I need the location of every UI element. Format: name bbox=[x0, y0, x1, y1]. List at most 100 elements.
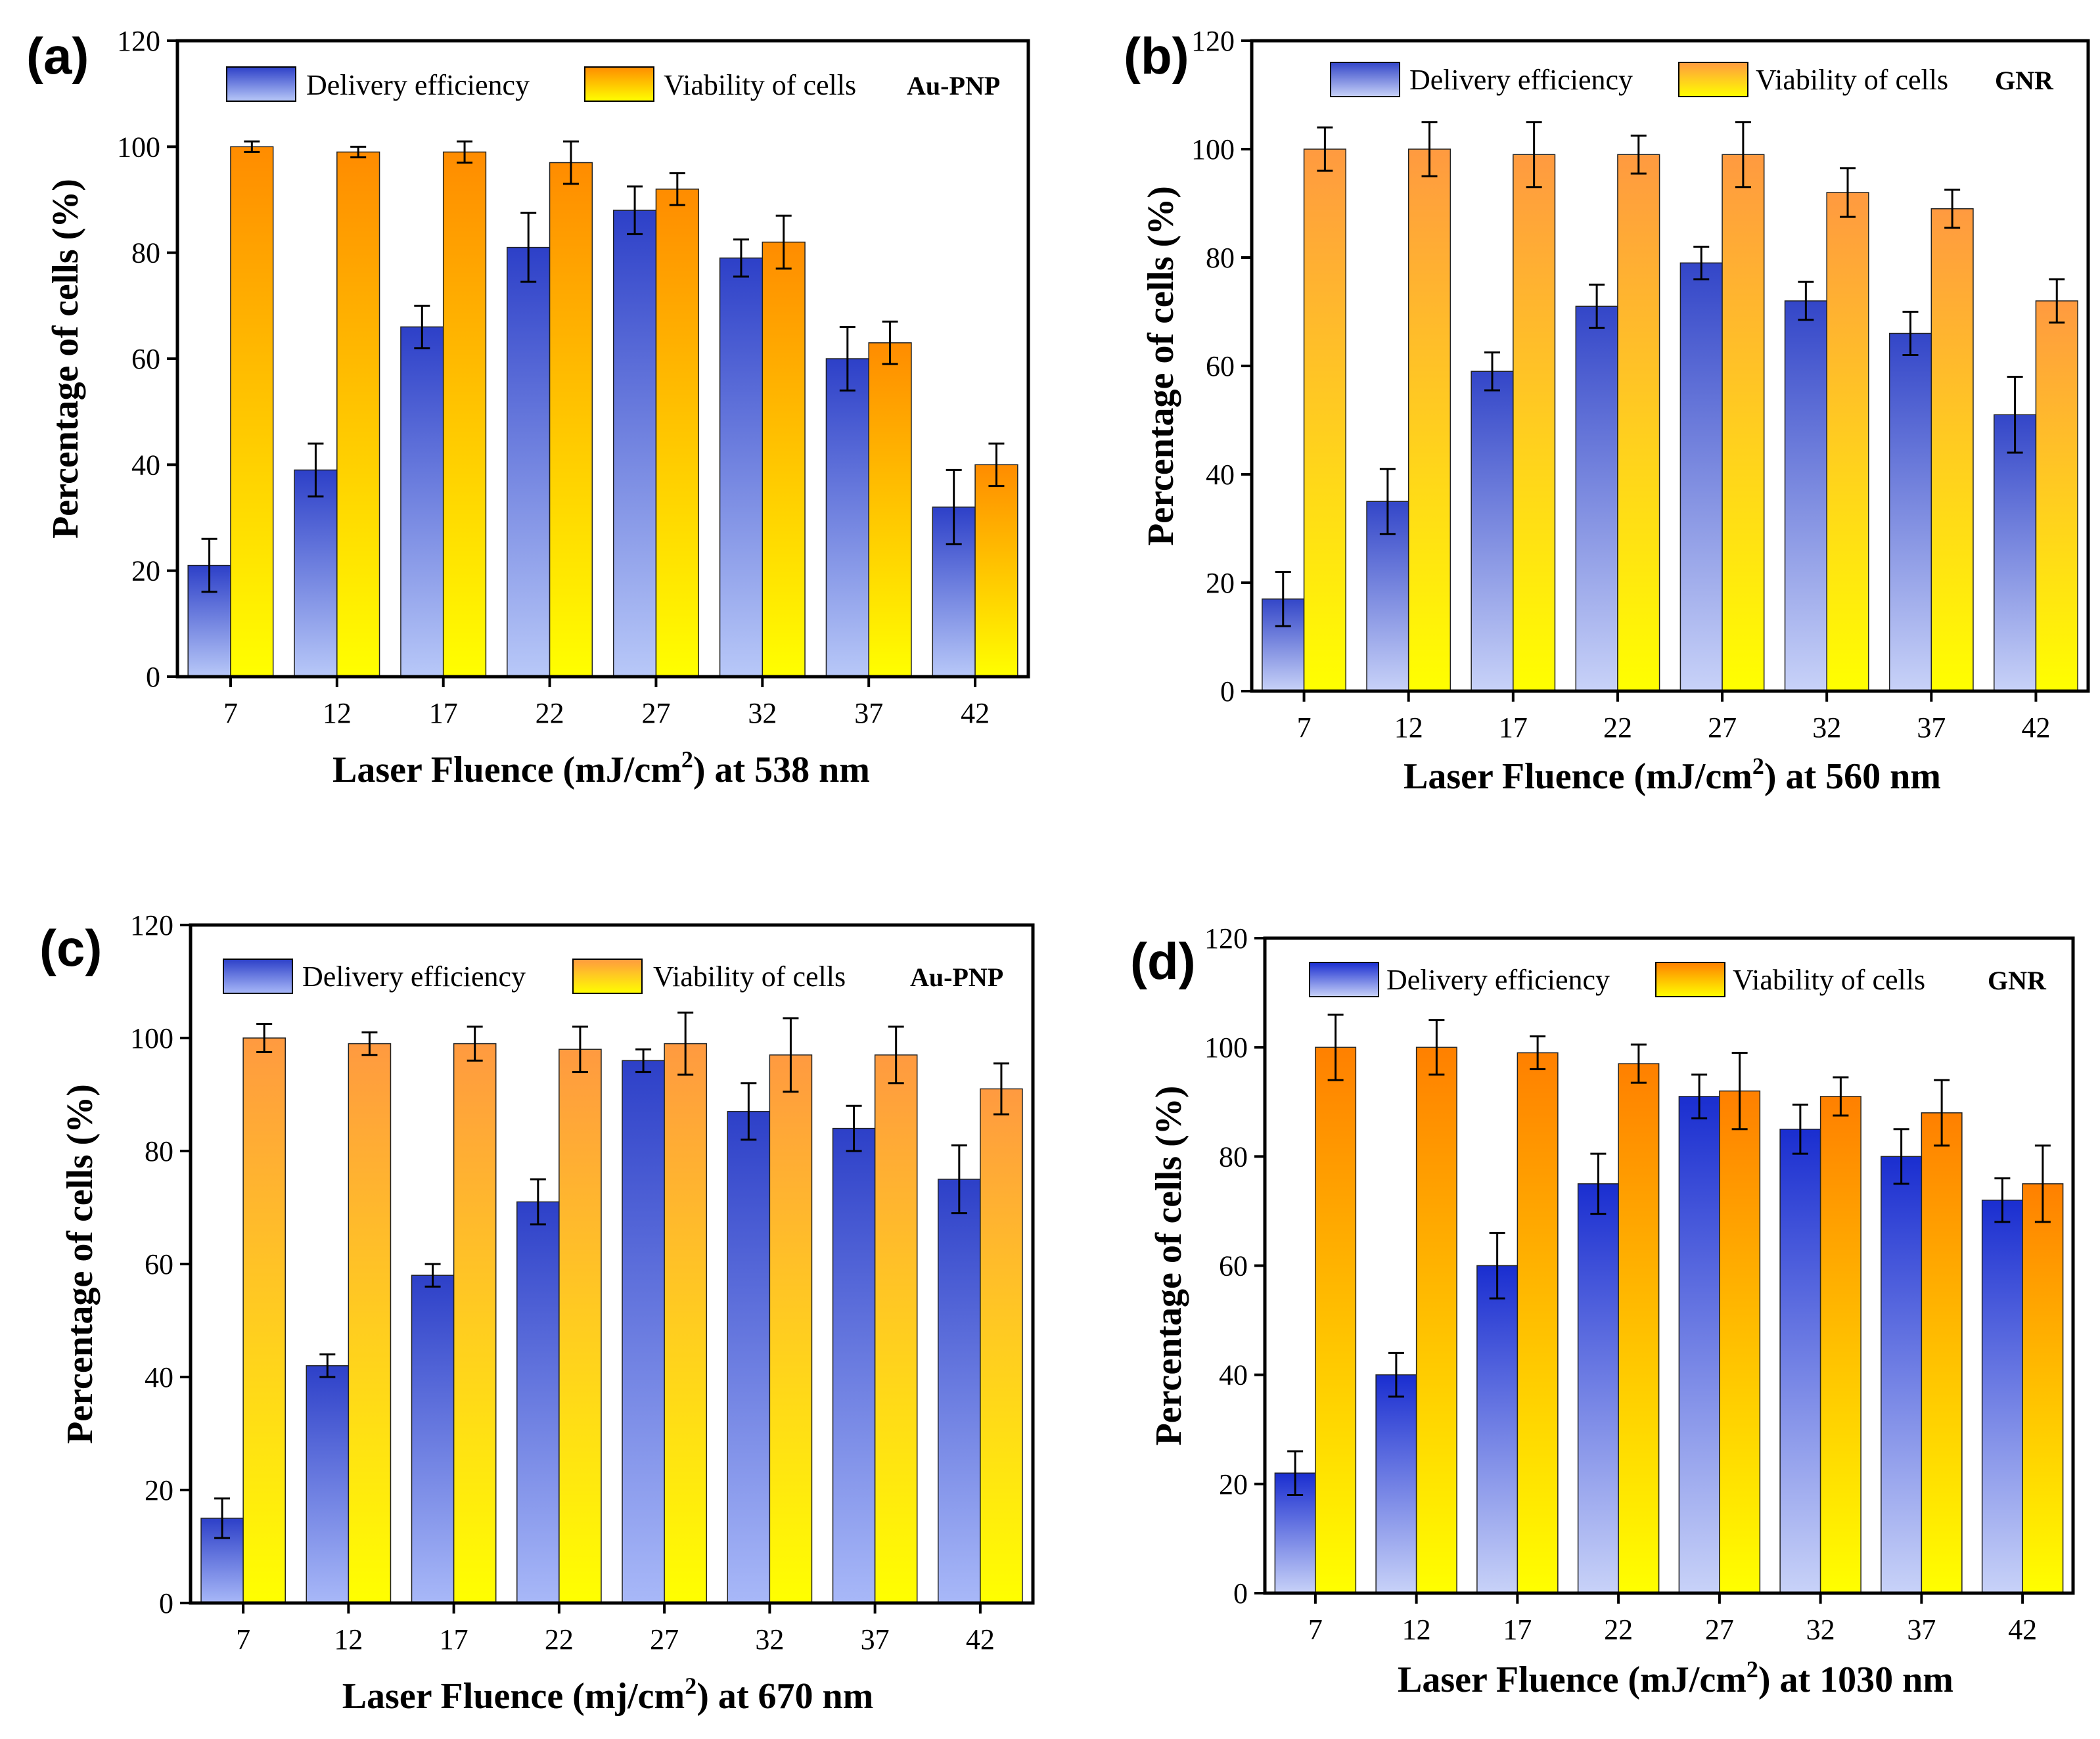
plot-frame-overlay bbox=[1263, 936, 2075, 1595]
panel-a-x-title-main: Laser Fluence (mJ/cm bbox=[332, 750, 681, 790]
bar-delivery bbox=[1981, 1200, 2023, 1594]
bar-viability bbox=[769, 1054, 813, 1604]
bar-viability bbox=[1921, 1112, 1963, 1594]
x-tick-label: 42 bbox=[961, 697, 990, 729]
bar-viability bbox=[559, 1049, 602, 1604]
x-tick-label: 12 bbox=[334, 1623, 363, 1656]
x-tick-label: 17 bbox=[429, 697, 458, 729]
panel-c-x-title-tail: ) at 670 nm bbox=[696, 1676, 873, 1717]
panel-a-legend: Delivery efficiency Viability of cells A… bbox=[226, 66, 1000, 102]
bar-viability bbox=[664, 1043, 707, 1604]
plot-frame-overlay bbox=[1250, 39, 2090, 693]
bar-viability bbox=[549, 162, 593, 677]
bar-viability bbox=[874, 1054, 918, 1604]
y-tick-label: 60 bbox=[1219, 1250, 1248, 1282]
x-tick-label: 7 bbox=[236, 1623, 250, 1656]
bar-viability bbox=[1303, 148, 1346, 692]
y-tick-label: 100 bbox=[1204, 1031, 1248, 1064]
x-tick-label: 32 bbox=[755, 1623, 784, 1656]
panel-b-x-axis-title: Laser Fluence (mJ/cm2) at 560 nm bbox=[1404, 753, 1941, 797]
bar-delivery bbox=[1476, 1265, 1518, 1594]
bar-delivery bbox=[507, 246, 551, 677]
bar-viability bbox=[242, 1037, 286, 1604]
bar-delivery bbox=[938, 1179, 981, 1604]
x-tick-label: 27 bbox=[1708, 711, 1737, 744]
panel-a-tag: Au-PNP bbox=[907, 71, 1000, 101]
bar-viability bbox=[868, 342, 912, 677]
legend-swatch-viability bbox=[1678, 62, 1748, 97]
bar-viability bbox=[1719, 1090, 1761, 1594]
legend-label-viability: Viability of cells bbox=[653, 960, 846, 993]
legend-swatch-delivery bbox=[1309, 962, 1379, 997]
panel-d-x-title-tail: ) at 1030 nm bbox=[1758, 1660, 1953, 1700]
bar-delivery bbox=[1994, 414, 2037, 692]
panel-b-x-title-main: Laser Fluence (mJ/cm bbox=[1404, 756, 1752, 797]
legend-label-delivery: Delivery efficiency bbox=[306, 69, 530, 101]
bar-viability bbox=[1930, 208, 1974, 692]
x-tick-label: 12 bbox=[1394, 711, 1423, 744]
x-tick-label: 17 bbox=[1503, 1614, 1532, 1646]
y-tick-label: 60 bbox=[131, 343, 160, 375]
x-tick-label: 17 bbox=[440, 1623, 468, 1656]
x-tick-label: 7 bbox=[1308, 1614, 1323, 1646]
y-axis-title: Percentage of cells (%) bbox=[1141, 186, 1181, 546]
bar-viability bbox=[980, 1088, 1023, 1604]
legend-swatch-viability bbox=[572, 959, 643, 994]
bar-delivery bbox=[294, 469, 338, 677]
x-tick-label: 42 bbox=[966, 1623, 995, 1656]
plot-frame-overlay bbox=[189, 923, 1035, 1605]
legend-label-viability: Viability of cells bbox=[664, 69, 856, 101]
x-tick-label: 22 bbox=[545, 1623, 574, 1656]
panel-a: (a) Delivery efficiency Viability of cel… bbox=[26, 25, 1030, 790]
y-tick-label: 40 bbox=[1219, 1359, 1248, 1391]
bar-viability bbox=[1407, 148, 1451, 692]
panel-d-tag: GNR bbox=[1988, 966, 2047, 995]
panel-d: (d) Delivery efficiency Viability of cel… bbox=[1130, 922, 2075, 1700]
x-tick-label: 17 bbox=[1499, 711, 1528, 744]
x-tick-label: 12 bbox=[323, 697, 352, 729]
bar-delivery bbox=[400, 326, 444, 677]
x-tick-label: 42 bbox=[2008, 1614, 2037, 1646]
y-tick-label: 0 bbox=[1233, 1577, 1248, 1610]
legend-label-viability: Viability of cells bbox=[1756, 64, 1948, 96]
x-tick-label: 32 bbox=[748, 697, 777, 729]
panel-a-x-axis-title: Laser Fluence (mJ/cm2) at 538 nm bbox=[332, 746, 870, 790]
x-tick-label: 7 bbox=[223, 697, 238, 729]
bar-viability bbox=[230, 146, 274, 677]
x-tick-label: 27 bbox=[650, 1623, 679, 1656]
panel-c-tag: Au-PNP bbox=[910, 962, 1003, 992]
panel-b: (b) Delivery efficiency Viability of cel… bbox=[1124, 25, 2090, 797]
bar-delivery bbox=[516, 1201, 560, 1604]
bar-delivery bbox=[1678, 1096, 1720, 1594]
bar-viability bbox=[2022, 1183, 2064, 1594]
panel-a-label: (a) bbox=[26, 27, 89, 85]
panel-c-x-title-sup: 2 bbox=[685, 1673, 696, 1699]
bar-viability bbox=[974, 464, 1018, 677]
bar-delivery bbox=[612, 210, 657, 677]
y-tick-label: 80 bbox=[1206, 242, 1235, 274]
x-tick-label: 27 bbox=[641, 697, 670, 729]
y-tick-label: 40 bbox=[1206, 459, 1235, 491]
y-tick-label: 60 bbox=[145, 1248, 173, 1280]
y-tick-label: 100 bbox=[117, 131, 160, 163]
legend-swatch-delivery bbox=[226, 66, 296, 102]
y-tick-label: 20 bbox=[131, 555, 160, 587]
bar-delivery bbox=[1375, 1374, 1417, 1594]
x-tick-label: 42 bbox=[2021, 711, 2050, 744]
y-tick-label: 40 bbox=[145, 1361, 173, 1393]
panel-a-x-title-tail: ) at 538 nm bbox=[693, 750, 870, 790]
bar-viability bbox=[1819, 1096, 1861, 1594]
legend-label-viability: Viability of cells bbox=[1733, 964, 1925, 996]
panel-b-legend: Delivery efficiency Viability of cells G… bbox=[1330, 62, 2054, 97]
bar-viability bbox=[2035, 300, 2078, 692]
plot-frame-overlay bbox=[175, 39, 1030, 679]
legend-swatch-viability bbox=[1655, 962, 1725, 997]
y-axis-title: Percentage of cells (%) bbox=[45, 179, 86, 539]
y-tick-label: 20 bbox=[1219, 1468, 1248, 1501]
legend-swatch-delivery bbox=[1330, 62, 1400, 97]
x-tick-label: 37 bbox=[1907, 1614, 1936, 1646]
bar-viability bbox=[655, 189, 699, 677]
y-tick-label: 20 bbox=[1206, 567, 1235, 599]
bar-delivery bbox=[411, 1275, 455, 1604]
